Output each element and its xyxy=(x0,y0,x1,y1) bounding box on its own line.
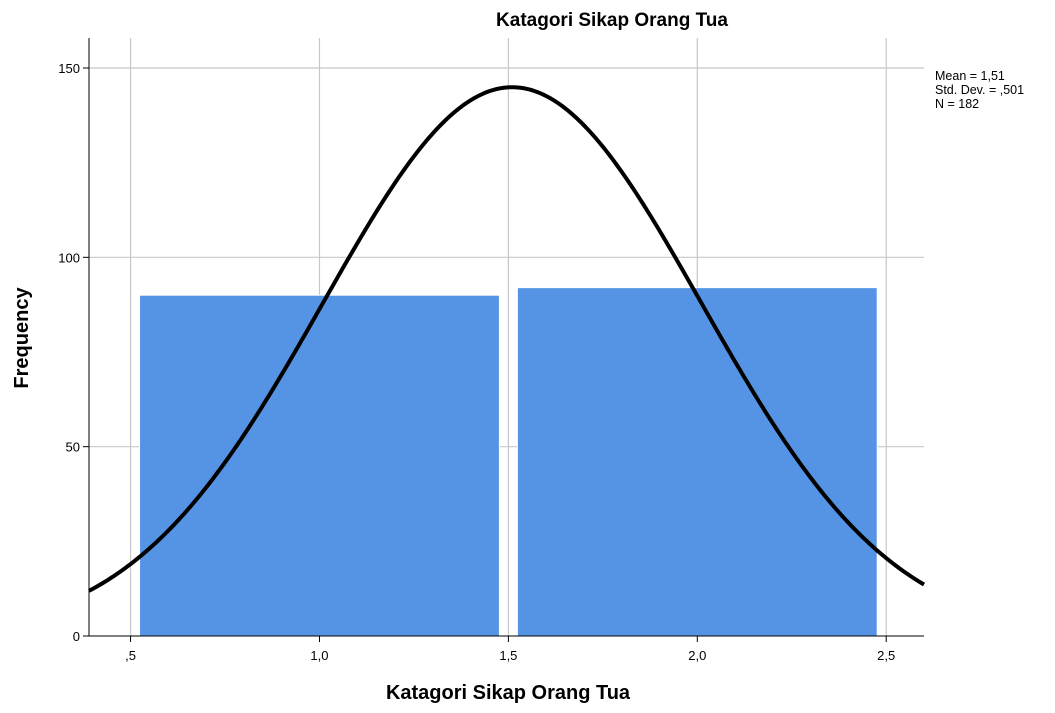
x-axis-title: Katagori Sikap Orang Tua xyxy=(386,682,631,704)
stats-n: N = 182 xyxy=(935,97,979,111)
y-tick-label-0: 0 xyxy=(73,629,80,644)
axes xyxy=(83,38,924,642)
normal-distribution-curve xyxy=(88,85,926,593)
x-tick-label-0: ,5 xyxy=(125,648,136,663)
normal-curve-layer xyxy=(88,85,926,593)
stats-std-dev: Std. Dev. = ,501 xyxy=(935,83,1024,97)
histogram-bar-1 xyxy=(516,287,878,637)
y-axis-title: Frequency xyxy=(11,287,33,389)
x-tick-label-1: 1,0 xyxy=(310,648,328,663)
y-tick-label-2: 100 xyxy=(58,250,80,265)
histogram-bars xyxy=(139,287,878,637)
x-tick-label-2: 1,5 xyxy=(499,648,517,663)
tick-labels: 0 50 100 150 ,5 1,0 1,5 2,0 2,5 xyxy=(58,61,895,663)
histogram-bar-0 xyxy=(139,294,500,637)
y-tick-label-1: 50 xyxy=(66,440,80,455)
x-tick-label-4: 2,5 xyxy=(877,648,895,663)
chart-title: Katagori Sikap Orang Tua xyxy=(496,10,728,31)
x-tick-label-3: 2,0 xyxy=(688,648,706,663)
stats-mean: Mean = 1,51 xyxy=(935,69,1005,83)
y-tick-label-3: 150 xyxy=(58,61,80,76)
